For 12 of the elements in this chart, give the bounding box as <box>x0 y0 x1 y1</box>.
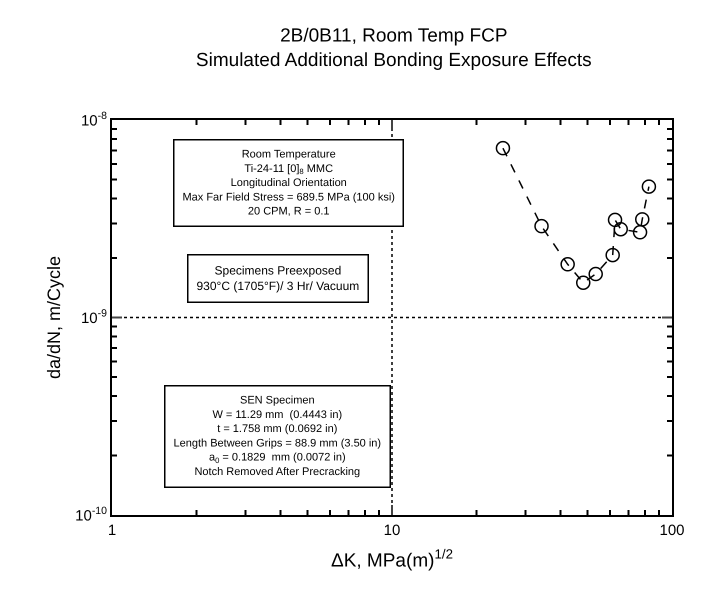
y-tick-label: 10$^{-8}$ <box>80 110 108 130</box>
annotation: SEN Specimen W = 11.29 mm (0.4443 in) t = 1.758 mm (0.0692 in) Length Between Grips = 88.9 mm (3.50 in) a$_{0}$ = 0.1829 mm (0.0072 in) Notch Removed After Precracking <box>174 394 382 478</box>
y-tick-label: 10$^{-10}$ <box>75 504 108 524</box>
y-tick-label: 10$^{-9}$ <box>80 307 108 327</box>
chart-title: 2B/0B11, Room Temp FCP Simulated Additional Bonding Exposure Effects <box>196 25 592 72</box>
annotation: Specimens Preexposed 930°C (1705°F)/ 3 Hr/ Vacuum <box>196 264 360 294</box>
annotation: Room Temperature Ti-24-11 [0]$_{8}$ MMC Longitudinal Orientation Max Far Field Stress = 689.5 MPa (100 ksi) 20 CPM, R = 0.1 <box>182 148 395 218</box>
x-tick-label: 10 <box>384 522 400 539</box>
y-axis-title: da/dN, m/Cycle <box>44 256 64 380</box>
x-tick-label: 1 <box>108 522 116 539</box>
x-axis-title: ΔK, MPa(m)$^{1/2}$ <box>331 546 453 572</box>
x-tick-label: 100 <box>659 522 685 539</box>
